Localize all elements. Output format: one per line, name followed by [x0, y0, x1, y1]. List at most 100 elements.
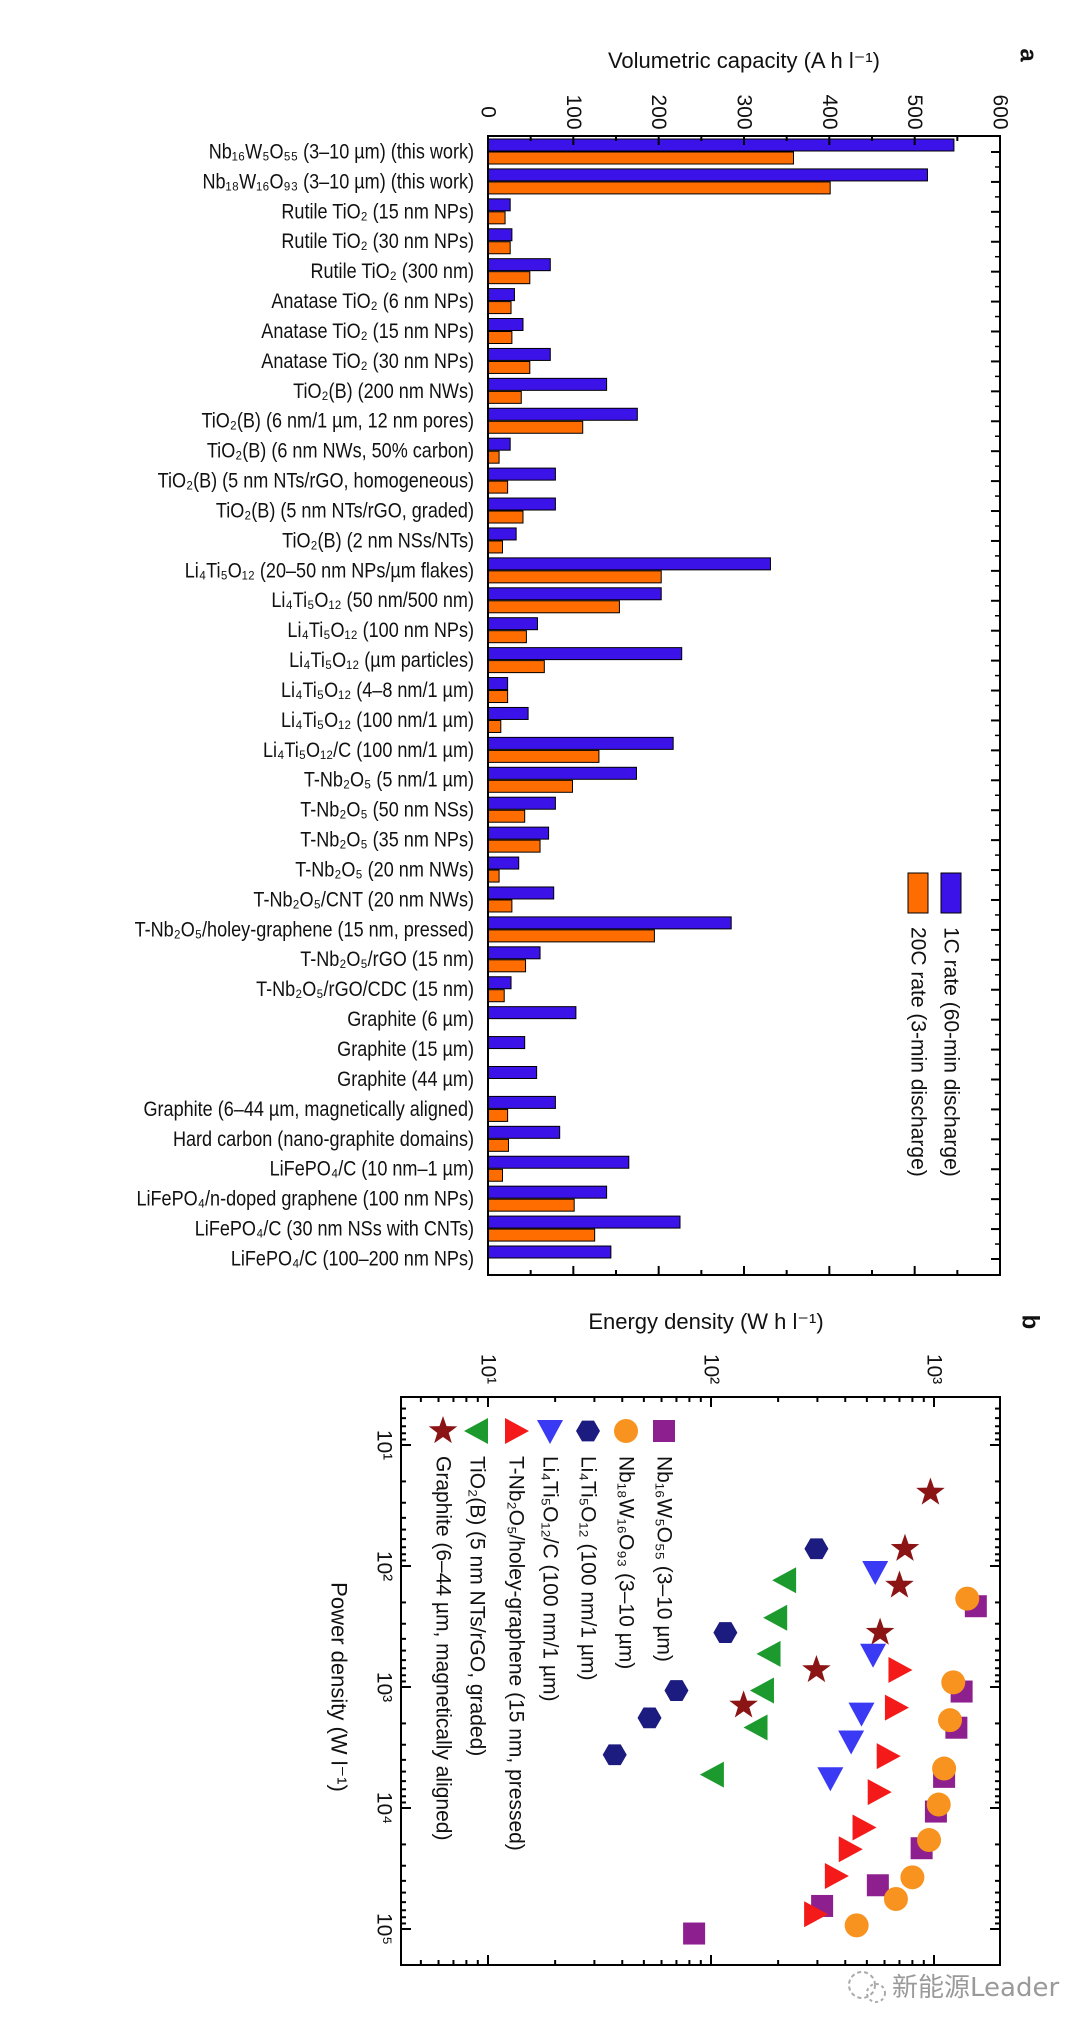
- bar-1c: [487, 347, 551, 361]
- data-point-triangle-right: [867, 1779, 892, 1806]
- category-label: TiO₂(B) (2 nm NSs/NTs): [282, 529, 474, 553]
- bar-1c: [487, 946, 541, 960]
- bar-20c: [487, 630, 527, 644]
- bar-20c: [487, 1138, 509, 1152]
- x-tick-label: 300: [733, 94, 756, 129]
- data-point-triangle-left: [772, 1567, 797, 1594]
- category-label: Rutile TiO₂ (15 nm NPs): [281, 200, 474, 224]
- legend-marker-triangle-down: [537, 1420, 563, 1444]
- data-point-hexagon: [664, 1680, 689, 1701]
- category-label: Nb₁₆W₅O₅₅ (3–10 µm) (this work): [209, 140, 474, 164]
- data-point-circle: [900, 1865, 925, 1890]
- bar-20c: [487, 420, 584, 434]
- category-label: LiFePO₄/n-doped graphene (100 nm NPs): [136, 1187, 474, 1211]
- bar-20c: [487, 390, 522, 404]
- x-tick-label: 100: [562, 94, 585, 129]
- series-triangle-right: [804, 1656, 913, 1928]
- bar-1c: [487, 1215, 681, 1229]
- bar-1c: [487, 557, 771, 571]
- legend-label: Nb₁₆W₅O₅₅ (3–10 µm): [653, 1456, 676, 1662]
- legend-label: Li₄Ti₅O₁₂ (100 nm/1 µm): [577, 1456, 600, 1680]
- data-point-circle: [941, 1670, 966, 1695]
- series-hexagon: [602, 1538, 829, 1766]
- category-label: T-Nb₂O₅/holey-graphene (15 nm, pressed): [135, 918, 474, 942]
- data-point-triangle-down: [848, 1702, 875, 1727]
- bar-20c: [487, 331, 513, 345]
- data-point-circle: [926, 1792, 951, 1817]
- category-label: Li₄Ti₅O₁₂/C (100 nm/1 µm): [263, 739, 474, 763]
- category-label: Graphite (6–44 µm, magnetically aligned): [143, 1098, 474, 1122]
- data-point-hexagon: [804, 1538, 829, 1560]
- category-label: Rutile TiO₂ (30 nm NPs): [281, 230, 474, 254]
- panel-b-label: b: [1017, 1315, 1044, 1330]
- power-tick-label: 10⁵: [373, 1913, 396, 1945]
- data-point-triangle-right: [852, 1814, 877, 1841]
- x-tick-label: 500: [903, 94, 926, 129]
- data-point-triangle-down: [838, 1730, 865, 1755]
- bar-1c: [487, 1185, 608, 1199]
- data-point-hexagon: [602, 1744, 627, 1766]
- data-point-circle: [932, 1756, 957, 1781]
- power-tick-label: 10⁴: [373, 1792, 396, 1824]
- bar-1c: [487, 288, 515, 302]
- legend-label: Li₄Ti₅O₁₂/C (100 nm/1 µm): [539, 1456, 562, 1701]
- data-point-star: [885, 1570, 914, 1598]
- bar-20c: [487, 660, 545, 674]
- category-label: Nb₁₈W₁₆O₉₃ (3–10 µm) (this work): [202, 170, 474, 194]
- legend-swatch: [907, 872, 929, 914]
- category-label: Anatase TiO₂ (6 nm NPs): [271, 290, 474, 314]
- bar-1c: [487, 1095, 556, 1109]
- series-star: [729, 1477, 945, 1718]
- category-label: TiO₂(B) (6 nm NWs, 50% carbon): [207, 439, 474, 463]
- bar-1c: [487, 587, 662, 601]
- wechat-icon: [848, 1971, 886, 2003]
- bar-20c: [487, 1108, 509, 1122]
- bar-1c: [487, 766, 637, 780]
- legend-label: Nb₁₈W₁₆O₉₃ (3–10 µm): [615, 1456, 638, 1669]
- category-label: Li₄Ti₅O₁₂ (µm particles): [289, 649, 474, 673]
- bar-1c: [487, 377, 608, 391]
- bar-20c: [487, 719, 502, 733]
- legend: 1C rate (60-min discharge) 20C rate (3-mi…: [907, 872, 963, 1177]
- bar-1c: [487, 1245, 612, 1259]
- bar-20c: [487, 809, 526, 823]
- category-label: Anatase TiO₂ (30 nm NPs): [261, 350, 474, 374]
- legend-marker-hexagon: [576, 1420, 600, 1442]
- data-point-triangle-right: [804, 1901, 829, 1928]
- power-tick-label: 10³: [373, 1672, 396, 1702]
- category-label: TiO₂(B) (6 nm/1 µm, 12 nm pores): [201, 409, 474, 433]
- category-label: T-Nb₂O₅/rGO/CDC (15 nm): [256, 978, 474, 1002]
- bar-20c: [487, 510, 524, 524]
- bar-20c: [487, 1228, 596, 1242]
- category-label: Graphite (44 µm): [337, 1068, 474, 1092]
- legend-marker-triangle-left: [464, 1418, 488, 1444]
- bar-20c: [487, 779, 573, 793]
- legend-marker-circle: [614, 1419, 638, 1443]
- energy-tick-label: 10¹: [477, 1354, 500, 1384]
- category-label: Graphite (6 µm): [347, 1008, 474, 1032]
- legend-label: Graphite (6–44 µm, magnetically aligned): [432, 1456, 455, 1840]
- category-label: Li₄Ti₅O₁₂ (100 nm/1 µm): [281, 709, 474, 733]
- data-point-circle: [917, 1828, 942, 1853]
- bar-20c: [487, 211, 506, 225]
- bar-20c: [487, 570, 662, 584]
- legend-marker-square: [653, 1420, 675, 1442]
- data-point-star: [890, 1533, 920, 1561]
- bar-20c: [487, 540, 504, 554]
- data-point-triangle-left: [699, 1761, 724, 1788]
- bar-1c: [487, 258, 551, 272]
- bar-1c: [487, 497, 556, 511]
- bar-1c: [487, 706, 529, 720]
- data-point-hexagon: [637, 1707, 662, 1729]
- energy-tick-label: 10²: [700, 1354, 723, 1384]
- category-label: T-Nb₂O₅ (20 nm NWs): [295, 858, 474, 882]
- bar-20c: [487, 690, 509, 704]
- bar-1c: [487, 527, 517, 541]
- data-point-triangle-left: [749, 1677, 774, 1704]
- bar-20c: [487, 241, 511, 255]
- category-label: T-Nb₂O₅/rGO (15 nm): [300, 948, 474, 972]
- data-point-triangle-left: [743, 1714, 768, 1741]
- series-triangle-left: [699, 1567, 797, 1788]
- bar-20c: [487, 989, 505, 1003]
- data-point-triangle-left: [756, 1640, 781, 1667]
